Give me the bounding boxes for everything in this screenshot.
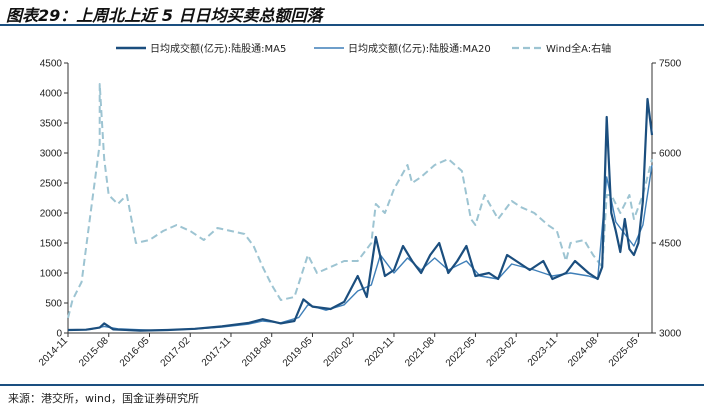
x-tick-label: 2020-11 — [363, 335, 397, 369]
x-tick-label: 2017-11 — [200, 335, 234, 369]
y-left-tick-label: 500 — [45, 299, 62, 310]
y-right-tick-label: 4500 — [659, 239, 682, 250]
legend-label-ma20: 日均成交额(亿元):陆股通:MA20 — [348, 42, 491, 55]
x-tick-label: 2023-11 — [526, 335, 560, 369]
y-left-tick-label: 4000 — [40, 89, 63, 100]
series-line-ma5 — [67, 97, 654, 332]
x-tick-label: 2024-08 — [566, 335, 600, 369]
y-left-tick-label: 2000 — [40, 209, 63, 220]
y-right-tick-label: 7500 — [659, 59, 682, 70]
y-left-tick-label: 1500 — [40, 239, 63, 250]
chart-legend: 日均成交额(亿元):陆股通:MA5 日均成交额(亿元):陆股通:MA20 Win… — [116, 42, 611, 55]
y-left-tick-label: 1000 — [40, 269, 63, 280]
x-tick-label: 2015-08 — [77, 335, 111, 369]
y-left-tick-label: 3500 — [40, 119, 63, 130]
x-tick-label: 2016-05 — [118, 335, 152, 369]
y-left-tick-label: 2500 — [40, 179, 63, 190]
x-tick-label: 2021-08 — [403, 335, 437, 369]
x-tick-label: 2017-02 — [159, 335, 193, 369]
series-line-ma20 — [67, 164, 653, 331]
legend-label-ma5: 日均成交额(亿元):陆股通:MA5 — [150, 42, 286, 55]
source-note: 来源：港交所，wind，国金证券研究所 — [8, 392, 200, 405]
x-tick-label: 2019-05 — [281, 335, 315, 369]
chart-title: 图表29：上周北上近 5 日日均买卖总额回落 — [6, 6, 323, 25]
footer-divider — [0, 384, 704, 386]
chart-axes: 0 500 1000 1500 2000 2500 3000 3500 4000 4500 3000… — [37, 59, 682, 370]
x-tick-label: 2018-08 — [240, 335, 274, 369]
chart-series — [67, 83, 654, 332]
y-left-tick-label: 4500 — [40, 59, 63, 70]
x-tick-label: 2025-05 — [607, 335, 641, 369]
legend-label-wind-a: Wind全A:右轴 — [546, 42, 611, 55]
line-chart: 日均成交额(亿元):陆股通:MA5 日均成交额(亿元):陆股通:MA20 Win… — [37, 42, 682, 370]
y-left-tick-label: 0 — [56, 329, 62, 340]
y-right-tick-label: 6000 — [659, 149, 682, 160]
x-tick-label: 2020-02 — [322, 335, 356, 369]
x-tick-label: 2022-05 — [444, 335, 478, 369]
x-tick-label: 2023-02 — [485, 335, 519, 369]
y-left-tick-label: 3000 — [40, 149, 63, 160]
y-right-tick-label: 3000 — [659, 329, 682, 340]
title-divider — [0, 24, 704, 26]
x-tick-label: 2014-11 — [37, 335, 71, 369]
series-line-wind-a — [67, 83, 653, 319]
